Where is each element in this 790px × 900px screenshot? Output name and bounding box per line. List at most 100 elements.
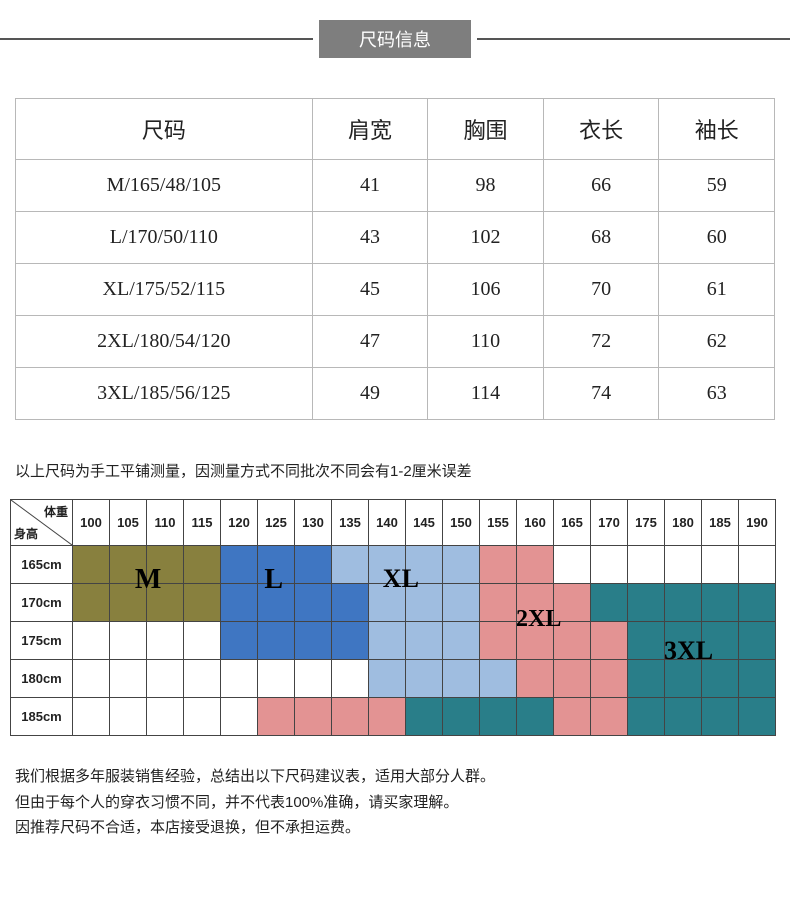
axis-weight-label: 体重 (44, 503, 68, 520)
reco-cell (258, 584, 295, 622)
size-table-cell: 110 (428, 316, 544, 368)
reco-cell (628, 698, 665, 736)
weight-header-cell: 185 (702, 500, 739, 546)
weight-header-cell: 105 (110, 500, 147, 546)
weight-header-cell: 140 (369, 500, 406, 546)
reco-cell (369, 584, 406, 622)
weight-header-cell: 130 (295, 500, 332, 546)
reco-cell (554, 584, 591, 622)
reco-cell (295, 698, 332, 736)
reco-cell (628, 660, 665, 698)
reco-cell (628, 622, 665, 660)
reco-cell (184, 546, 221, 584)
reco-cell (480, 546, 517, 584)
reco-cell (332, 546, 369, 584)
weight-header-cell: 160 (517, 500, 554, 546)
reco-cell (73, 698, 110, 736)
reco-cell (517, 584, 554, 622)
size-table-cell: 49 (312, 368, 428, 420)
reco-cell (591, 584, 628, 622)
size-table-cell: 102 (428, 212, 544, 264)
weight-header-cell: 115 (184, 500, 221, 546)
reco-cell (258, 546, 295, 584)
size-table-cell: 43 (312, 212, 428, 264)
header-title: 尺码信息 (319, 20, 471, 58)
reco-cell (110, 546, 147, 584)
reco-cell (332, 622, 369, 660)
reco-cell (369, 698, 406, 736)
reco-cell (406, 698, 443, 736)
axis-height-label: 身高 (14, 525, 38, 542)
reco-cell (406, 622, 443, 660)
reco-cell (406, 584, 443, 622)
reco-cell (110, 622, 147, 660)
size-table-cell: L/170/50/110 (16, 212, 313, 264)
weight-header-cell: 180 (665, 500, 702, 546)
reco-cell (110, 698, 147, 736)
weight-header-cell: 190 (739, 500, 776, 546)
reco-cell (739, 622, 776, 660)
divider-left (0, 38, 313, 40)
reco-cell (258, 660, 295, 698)
size-table-cell: 66 (543, 160, 659, 212)
reco-cell (665, 584, 702, 622)
divider-right (477, 38, 790, 40)
reco-cell (554, 660, 591, 698)
reco-cell (517, 622, 554, 660)
size-table-cell: 74 (543, 368, 659, 420)
reco-cell (332, 698, 369, 736)
reco-cell (184, 698, 221, 736)
size-table-cell: 47 (312, 316, 428, 368)
weight-header-cell: 170 (591, 500, 628, 546)
size-table: 尺码肩宽胸围衣长袖长 M/165/48/10541986659L/170/50/… (15, 98, 775, 420)
size-table-col-header: 肩宽 (312, 99, 428, 160)
reco-cell (628, 584, 665, 622)
reco-cell (221, 622, 258, 660)
weight-header-cell: 120 (221, 500, 258, 546)
reco-cell (591, 698, 628, 736)
size-table-cell: 98 (428, 160, 544, 212)
weight-header-cell: 155 (480, 500, 517, 546)
reco-cell (591, 622, 628, 660)
reco-cell (110, 584, 147, 622)
size-table-col-header: 袖长 (659, 99, 775, 160)
height-row-label: 180cm (11, 660, 73, 698)
weight-header-cell: 135 (332, 500, 369, 546)
height-row-label: 170cm (11, 584, 73, 622)
size-table-cell: 41 (312, 160, 428, 212)
reco-cell (517, 698, 554, 736)
weight-header-cell: 165 (554, 500, 591, 546)
size-table-cell: 114 (428, 368, 544, 420)
reco-cell (702, 660, 739, 698)
weight-header-cell: 110 (147, 500, 184, 546)
size-table-col-header: 胸围 (428, 99, 544, 160)
reco-cell (665, 660, 702, 698)
size-table-row: L/170/50/110431026860 (16, 212, 775, 264)
reco-cell (258, 622, 295, 660)
size-table-cell: 63 (659, 368, 775, 420)
reco-cell (406, 660, 443, 698)
size-table-cell: 45 (312, 264, 428, 316)
reco-cell (406, 546, 443, 584)
reco-cell (147, 584, 184, 622)
size-recommendation-chart: 体重身高100105110115120125130135140145150155… (10, 499, 780, 736)
size-table-header-row: 尺码肩宽胸围衣长袖长 (16, 99, 775, 160)
section-header: 尺码信息 (0, 20, 790, 58)
height-row-label: 175cm (11, 622, 73, 660)
reco-cell (443, 622, 480, 660)
reco-cell (443, 660, 480, 698)
reco-cell (73, 660, 110, 698)
size-table-cell: 72 (543, 316, 659, 368)
axis-corner-cell: 体重身高 (11, 500, 73, 546)
reco-cell (184, 622, 221, 660)
size-table-col-header: 衣长 (543, 99, 659, 160)
reco-cell (443, 546, 480, 584)
reco-cell (184, 660, 221, 698)
reco-cell (295, 584, 332, 622)
reco-cell (443, 698, 480, 736)
size-table-cell: 106 (428, 264, 544, 316)
reco-cell (665, 546, 702, 584)
size-table-cell: 70 (543, 264, 659, 316)
reco-cell (369, 546, 406, 584)
reco-cell (665, 698, 702, 736)
